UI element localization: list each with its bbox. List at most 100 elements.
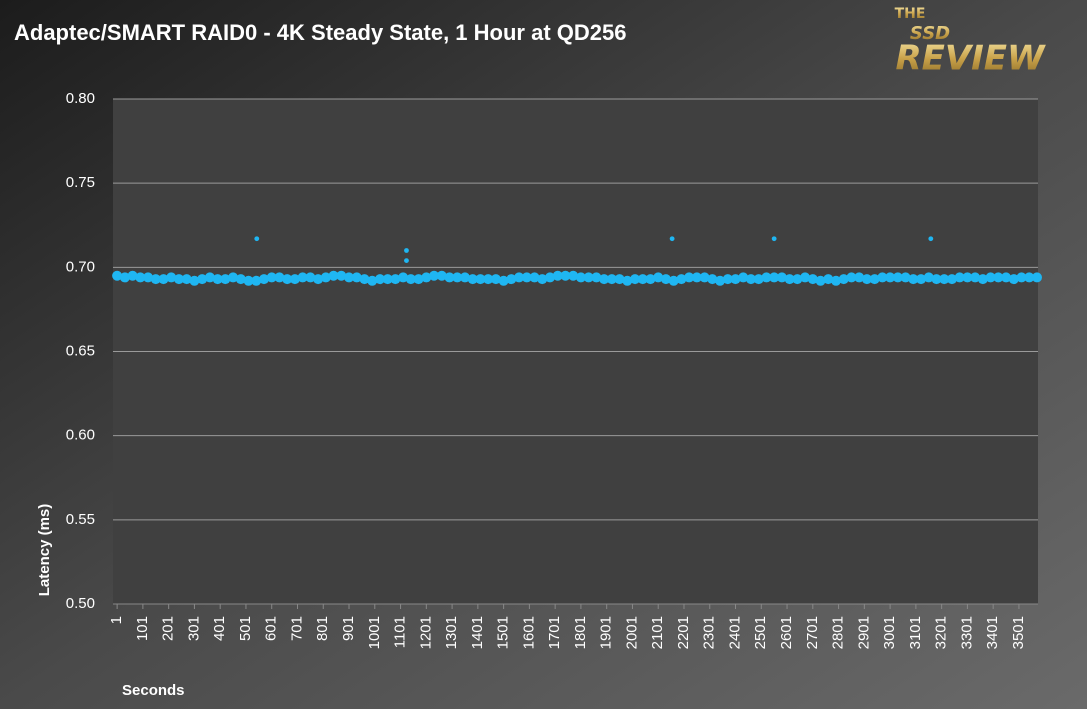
point: [344, 272, 355, 283]
point: [939, 274, 950, 285]
x-tick-label: 1001: [366, 616, 383, 649]
point: [962, 272, 973, 283]
point: [166, 272, 177, 283]
point: [521, 272, 532, 283]
y-tick-label: 0.50: [66, 595, 95, 612]
x-tick-label: 3101: [907, 616, 924, 649]
point: [583, 272, 594, 283]
point: [173, 274, 184, 285]
point: [181, 274, 192, 285]
point: [722, 274, 733, 285]
point: [390, 274, 401, 285]
point: [660, 274, 671, 285]
x-tick-label: 2401: [726, 616, 743, 649]
x-tick-label: 2801: [830, 616, 847, 649]
point: [645, 274, 656, 285]
point: [738, 272, 749, 283]
point: [614, 274, 625, 285]
logo-text: SSD: [910, 23, 950, 44]
point: [135, 272, 146, 283]
point: [506, 274, 517, 285]
x-tick-label: 1901: [598, 616, 615, 649]
point: [560, 270, 571, 281]
point: [653, 272, 664, 283]
point: [1016, 272, 1027, 283]
point: [946, 274, 957, 285]
point: [676, 274, 687, 285]
point: [119, 272, 130, 283]
point: [552, 270, 563, 281]
point: [404, 248, 409, 253]
point: [668, 275, 679, 286]
point: [274, 272, 285, 283]
x-axis-label: Seconds: [122, 682, 185, 699]
point: [823, 274, 834, 285]
point: [413, 274, 424, 285]
point: [669, 236, 675, 242]
point: [846, 272, 857, 283]
point: [892, 272, 903, 283]
x-tick-label: 1301: [443, 616, 460, 649]
point: [977, 274, 988, 285]
point: [537, 274, 548, 285]
point: [382, 274, 393, 285]
point: [792, 274, 803, 285]
point: [405, 274, 416, 285]
point: [158, 274, 169, 285]
point: [266, 272, 277, 283]
point: [404, 258, 409, 263]
x-tick-label: 2701: [804, 616, 821, 649]
point: [313, 274, 324, 285]
x-tick-label: 3201: [933, 616, 950, 649]
point: [761, 272, 772, 283]
y-tick-label: 0.60: [66, 427, 95, 444]
x-tick-label: 2001: [623, 616, 640, 649]
point: [212, 274, 223, 285]
point: [985, 272, 996, 283]
y-tick-label: 0.65: [66, 342, 95, 359]
x-tick-label: 2901: [855, 616, 872, 649]
point: [398, 272, 409, 283]
logo-text: THE: [895, 6, 926, 22]
point: [421, 272, 432, 283]
point: [112, 270, 123, 281]
point: [815, 275, 826, 286]
logo: THE SSD REVIEW: [895, 6, 1046, 79]
point: [258, 274, 269, 285]
point: [483, 274, 494, 285]
x-tick-label: 1701: [546, 616, 563, 649]
x-tick-label: 3401: [984, 616, 1001, 649]
point: [970, 272, 981, 283]
point: [928, 236, 934, 242]
point: [916, 274, 927, 285]
point: [622, 275, 633, 286]
point: [289, 274, 300, 285]
x-tick-label: 1: [108, 616, 125, 624]
point: [243, 275, 254, 286]
y-tick-label: 0.75: [66, 174, 95, 191]
y-axis-label: Latency (ms): [36, 504, 53, 597]
x-tick-label: 101: [134, 616, 151, 641]
point: [637, 274, 648, 285]
point: [753, 274, 764, 285]
point: [251, 275, 262, 286]
point: [606, 274, 617, 285]
point: [459, 272, 470, 283]
x-tick-label: 2301: [701, 616, 718, 649]
point: [807, 274, 818, 285]
point: [900, 272, 911, 283]
point: [769, 272, 780, 283]
y-tick-label: 0.70: [66, 258, 95, 275]
point: [599, 274, 610, 285]
x-tick-label: 1501: [495, 616, 512, 649]
point: [328, 270, 339, 281]
point: [784, 274, 795, 285]
point: [467, 274, 478, 285]
point: [923, 272, 934, 283]
point: [305, 272, 316, 283]
x-tick-label: 801: [314, 616, 331, 641]
point: [771, 236, 777, 242]
point: [197, 274, 208, 285]
point: [800, 272, 811, 283]
point: [776, 272, 787, 283]
